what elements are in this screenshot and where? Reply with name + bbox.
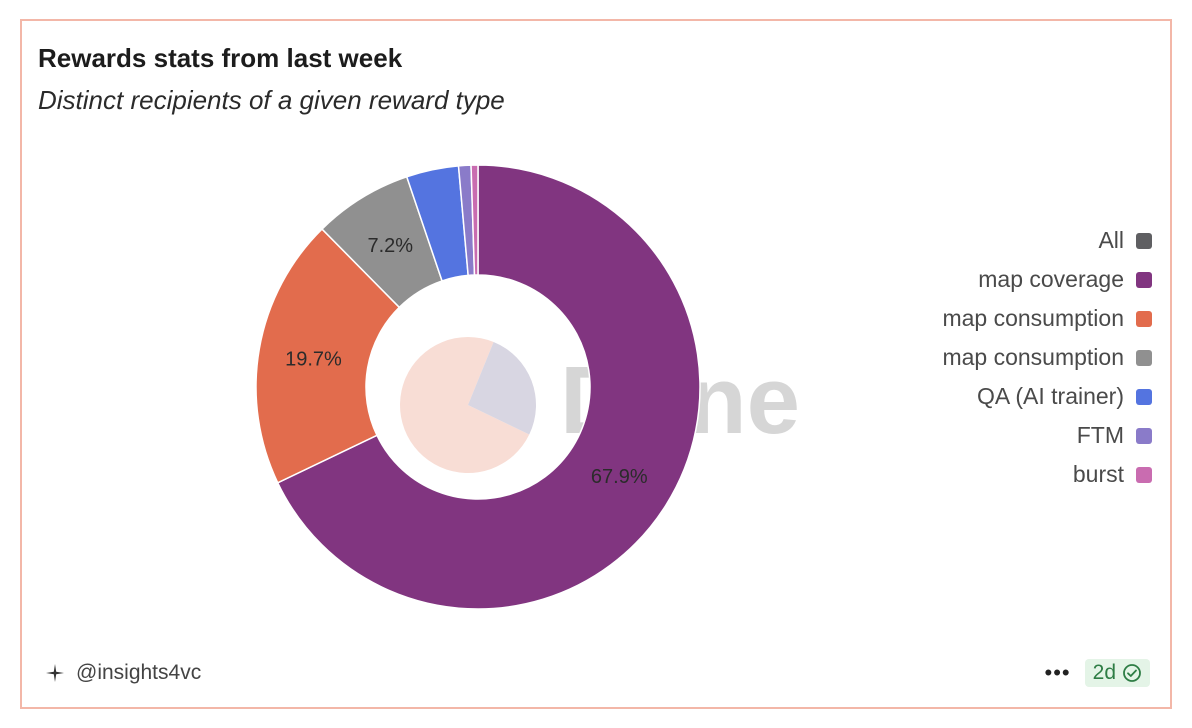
chart-title: Rewards stats from last week bbox=[38, 43, 403, 73]
donut-chart: Dune 67.9%19.7%7.2% bbox=[255, 164, 800, 610]
age-label: 2d bbox=[1092, 661, 1116, 684]
age-badge[interactable]: 2d bbox=[1084, 659, 1150, 687]
pie-slice[interactable] bbox=[255, 227, 401, 484]
footer-actions: ••• 2d bbox=[1045, 659, 1150, 687]
legend-swatch bbox=[1136, 271, 1152, 288]
author-handle[interactable]: @insights4vc bbox=[76, 661, 202, 684]
chart-card: Rewards stats from last week Distinct re… bbox=[20, 19, 1172, 709]
legend-swatch bbox=[1136, 427, 1152, 444]
legend-label: map coverage bbox=[978, 266, 1124, 292]
author-info: @insights4vc bbox=[44, 661, 201, 685]
legend-item[interactable]: map consumption bbox=[832, 299, 1152, 338]
pie-slice[interactable] bbox=[470, 164, 479, 276]
center-inset-slice bbox=[400, 337, 530, 474]
pie-slice[interactable] bbox=[276, 164, 701, 610]
legend-swatch bbox=[1136, 466, 1152, 483]
legend-item[interactable]: burst bbox=[832, 455, 1152, 494]
legend-swatch bbox=[1136, 349, 1152, 366]
slice-label: 67.9% bbox=[591, 466, 648, 488]
sparkle-icon bbox=[46, 664, 64, 682]
legend-item[interactable]: All bbox=[832, 221, 1152, 260]
legend-item[interactable]: map consumption bbox=[832, 338, 1152, 377]
chart-legend: All map coverage map consumption map consum… bbox=[832, 221, 1152, 494]
legend-label: QA (AI trainer) bbox=[977, 383, 1124, 409]
legend-label: burst bbox=[1072, 461, 1124, 487]
more-icon[interactable]: ••• bbox=[1044, 660, 1071, 685]
legend-item[interactable]: map coverage bbox=[832, 260, 1152, 299]
legend-swatch bbox=[1136, 310, 1152, 327]
legend-swatch bbox=[1136, 388, 1152, 405]
legend-label: FTM bbox=[1076, 422, 1124, 448]
legend-item[interactable]: FTM bbox=[832, 416, 1152, 455]
slice-label: 19.7% bbox=[285, 348, 342, 370]
legend-item[interactable]: QA (AI trainer) bbox=[832, 377, 1152, 416]
legend-label: map consumption bbox=[942, 344, 1124, 370]
legend-label: map consumption bbox=[942, 305, 1124, 331]
center-inset-slice bbox=[468, 342, 536, 435]
legend-label: All bbox=[1098, 227, 1124, 253]
chart-subtitle: Distinct recipients of a given reward ty… bbox=[38, 85, 505, 115]
slice-label: 7.2% bbox=[367, 235, 413, 257]
check-circle-icon bbox=[1123, 664, 1141, 682]
legend-swatch bbox=[1136, 232, 1152, 249]
